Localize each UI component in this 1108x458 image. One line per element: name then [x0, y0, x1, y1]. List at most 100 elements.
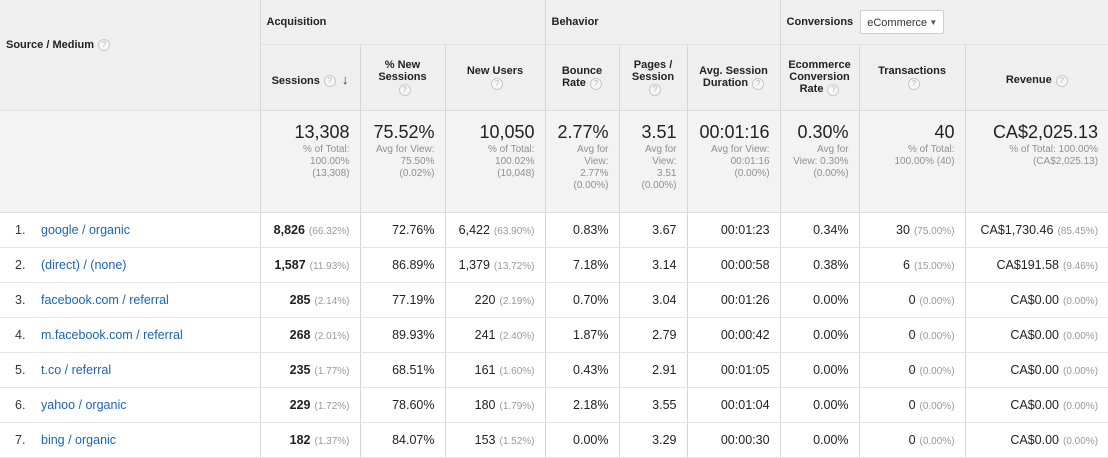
header-line: Pages /: [633, 59, 673, 72]
source-medium-link[interactable]: t.co / referral: [41, 363, 112, 377]
transactions-value: 0: [908, 363, 916, 377]
sessions-cell: 8,826 (66.32%): [260, 212, 361, 248]
pages-session-cell: 3.55: [619, 387, 688, 423]
new-users-value: 6,422: [458, 223, 490, 237]
pages-session-cell: 3.67: [619, 212, 688, 248]
pages-session-value: 3.14: [652, 258, 677, 272]
transactions-header[interactable]: Transactions?: [859, 44, 966, 111]
help-icon[interactable]: ?: [398, 83, 411, 96]
header-line: Sessions: [378, 71, 427, 84]
transactions-percent: (75.00%): [913, 226, 955, 237]
help-icon[interactable]: ?: [1055, 74, 1068, 87]
bounce-rate-cell: 2.18%: [545, 387, 620, 423]
totals-sub: Avg for View: 75.50% (0.02%): [375, 144, 435, 179]
transactions-cell: 0 (0.00%): [859, 282, 966, 318]
transactions-value: 0: [908, 398, 916, 412]
duration-cell: 00:01:05: [687, 352, 781, 388]
totals-new-users: 10,050% of Total: 100.02% (10,048): [445, 110, 546, 213]
help-icon[interactable]: ?: [649, 83, 661, 96]
new-users-value: 220: [474, 293, 496, 307]
new-users-percent: (63.90%): [493, 226, 535, 237]
revenue-header[interactable]: Revenue?: [965, 44, 1108, 111]
revenue-percent: (9.46%): [1063, 261, 1099, 272]
conversion-rate-cell: 0.00%: [780, 387, 860, 423]
revenue-cell: CA$0.00 (0.00%): [965, 387, 1108, 423]
totals-value: 3.51: [641, 122, 677, 142]
bounce-rate-value: 0.43%: [573, 363, 609, 377]
new-sessions-header[interactable]: % New Sessions?: [360, 44, 446, 111]
sessions-value: 1,587: [274, 258, 306, 272]
conversion-rate-cell: 0.00%: [780, 282, 860, 318]
sort-descending-icon[interactable]: ↓: [341, 71, 349, 87]
conversions-group-header: Conversions eCommerce ▼: [780, 0, 1108, 45]
sessions-percent: (66.32%): [308, 226, 350, 237]
source-medium-link[interactable]: (direct) / (none): [41, 258, 127, 272]
new-users-cell: 241 (2.40%): [445, 317, 546, 353]
data-rows: 1. google / organic 8,826 (66.32%) 72.76% …: [0, 212, 1108, 458]
conversion-rate-header[interactable]: Ecommerce Conversion Rate?: [780, 44, 860, 111]
new-sessions-cell: 84.07%: [360, 422, 446, 458]
conversion-rate-cell: 0.34%: [780, 212, 860, 248]
totals-value: 13,308: [294, 122, 350, 142]
pages-session-header[interactable]: Pages / Session?: [619, 44, 688, 111]
source-medium-link[interactable]: bing / organic: [41, 433, 117, 447]
row-index: 6.: [15, 398, 26, 412]
group-header-row: Source / Medium? Acquisition Behavior Co…: [0, 0, 1108, 111]
new-users-percent: (2.19%): [499, 296, 535, 307]
source-cell: 7. bing / organic: [0, 422, 261, 458]
help-icon[interactable]: ?: [491, 77, 503, 90]
new-sessions-value: 86.89%: [392, 258, 435, 272]
duration-value: 00:01:04: [720, 398, 770, 412]
conversion-type-dropdown[interactable]: eCommerce ▼: [860, 10, 945, 34]
header-line: Conversion: [789, 71, 850, 84]
new-users-value: 1,379: [458, 258, 490, 272]
source-medium-link[interactable]: m.facebook.com / referral: [41, 328, 183, 342]
help-icon[interactable]: ?: [908, 77, 921, 90]
header-line: Duration: [702, 77, 749, 90]
table-row: 3. facebook.com / referral 285 (2.14%) 77.…: [0, 282, 1108, 318]
sessions-cell: 182 (1.37%): [260, 422, 361, 458]
sessions-value: 235: [289, 363, 311, 377]
new-users-cell: 220 (2.19%): [445, 282, 546, 318]
revenue-value: CA$191.58: [996, 258, 1060, 272]
help-icon[interactable]: ?: [589, 77, 602, 90]
source-cell: 1. google / organic: [0, 212, 261, 248]
totals-pages-session: 3.51 Avg for View: 3.51 (0.00%): [619, 110, 688, 213]
bounce-rate-value: 0.00%: [573, 433, 609, 447]
help-icon[interactable]: ?: [752, 77, 765, 90]
pages-session-cell: 3.04: [619, 282, 688, 318]
source-medium-link[interactable]: facebook.com / referral: [41, 293, 169, 307]
pages-session-cell: 3.14: [619, 247, 688, 283]
conversion-rate-cell: 0.00%: [780, 422, 860, 458]
new-users-header[interactable]: New Users?: [445, 44, 546, 111]
sessions-cell: 268 (2.01%): [260, 317, 361, 353]
new-sessions-value: 78.60%: [392, 398, 435, 412]
source-medium-link[interactable]: yahoo / organic: [41, 398, 127, 412]
sessions-percent: (2.01%): [314, 331, 350, 342]
help-icon[interactable]: ?: [98, 39, 111, 52]
sessions-label: Sessions: [271, 74, 320, 87]
transactions-cell: 0 (0.00%): [859, 352, 966, 388]
sessions-header[interactable]: Sessions? ↓: [260, 44, 361, 111]
source-medium-header[interactable]: Source / Medium?: [0, 0, 261, 111]
acquisition-label: Acquisition: [266, 16, 327, 28]
source-medium-link[interactable]: google / organic: [41, 223, 130, 237]
conversion-rate-value: 0.00%: [813, 293, 849, 307]
help-icon[interactable]: ?: [827, 83, 840, 96]
header-line: Rate: [799, 83, 824, 96]
bounce-rate-cell: 0.83%: [545, 212, 620, 248]
conversion-rate-cell: 0.38%: [780, 247, 860, 283]
help-icon[interactable]: ?: [323, 75, 336, 88]
pages-session-cell: 3.29: [619, 422, 688, 458]
new-sessions-value: 72.76%: [392, 223, 435, 237]
bounce-rate-value: 1.87%: [573, 328, 609, 342]
transactions-cell: 0 (0.00%): [859, 387, 966, 423]
transactions-cell: 30 (75.00%): [859, 212, 966, 248]
totals-sub: % of Total: 100.00% (CA$2,025.13): [1009, 144, 1099, 167]
avg-session-duration-header[interactable]: Avg. Session Duration?: [687, 44, 781, 111]
revenue-label: Revenue: [1005, 74, 1052, 87]
source-cell: 6. yahoo / organic: [0, 387, 261, 423]
new-sessions-cell: 77.19%: [360, 282, 446, 318]
bounce-rate-header[interactable]: Bounce Rate?: [545, 44, 620, 111]
transactions-percent: (0.00%): [919, 401, 955, 412]
